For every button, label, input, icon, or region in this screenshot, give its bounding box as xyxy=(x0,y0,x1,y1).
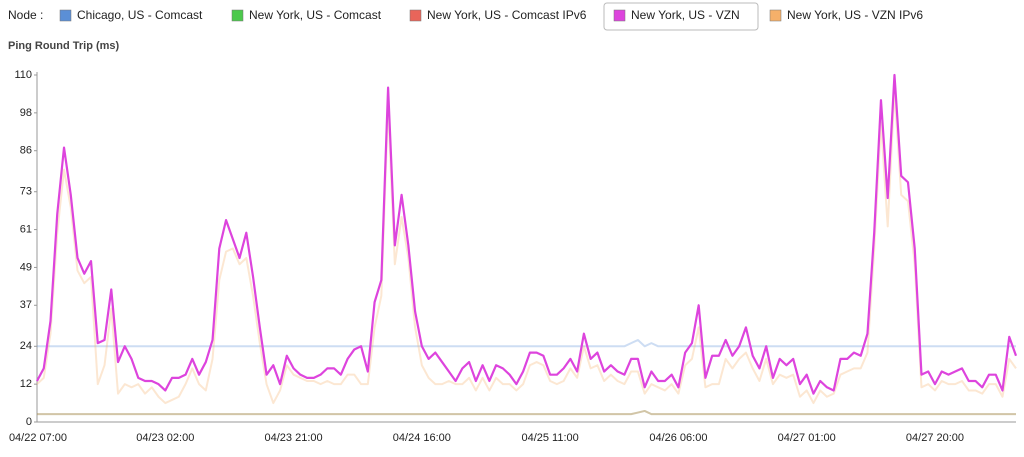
x-tick-label: 04/27 20:00 xyxy=(906,432,964,444)
x-tick-label: 04/23 21:00 xyxy=(265,432,323,444)
legend-swatch xyxy=(409,9,422,22)
chart-title: Ping Round Trip (ms) xyxy=(8,40,120,52)
legend-label: New York, US - VZN IPv6 xyxy=(787,8,923,22)
legend-label: New York, US - Comcast IPv6 xyxy=(427,8,587,22)
x-tick-label: 04/27 01:00 xyxy=(778,432,836,444)
legend-label: New York, US - VZN xyxy=(631,8,740,22)
x-tick-label: 04/22 07:00 xyxy=(9,432,67,444)
y-tick-label: 110 xyxy=(14,69,32,81)
legend-item[interactable]: New York, US - Comcast xyxy=(231,8,382,22)
legend-item[interactable]: New York, US - VZN xyxy=(603,2,759,31)
legend-swatch xyxy=(59,9,72,22)
y-tick-label: 49 xyxy=(20,261,32,273)
x-tick-label: 04/24 16:00 xyxy=(393,432,451,444)
y-tick-label: 61 xyxy=(20,223,32,235)
series-line xyxy=(36,73,1018,395)
x-tick-label: 04/23 02:00 xyxy=(136,432,194,444)
y-tick-label: 0 xyxy=(26,416,32,428)
series-line xyxy=(36,89,1017,405)
y-tick-label: 12 xyxy=(20,378,32,390)
legend-swatch xyxy=(769,9,782,22)
legend-label: New York, US - Comcast xyxy=(249,8,382,22)
x-tick-label: 04/25 11:00 xyxy=(521,432,578,444)
x-tick-label: 04/26 06:00 xyxy=(649,432,707,444)
legend-item[interactable]: Chicago, US - Comcast xyxy=(59,8,203,22)
series-line xyxy=(37,338,1016,348)
legend-selection xyxy=(603,2,759,31)
y-tick-label: 98 xyxy=(20,107,32,119)
legend-swatch xyxy=(613,9,626,22)
legend-title: Node : xyxy=(8,8,43,22)
y-tick-label: 86 xyxy=(20,145,32,157)
y-tick-label: 24 xyxy=(20,340,32,352)
legend-label: Chicago, US - Comcast xyxy=(77,8,203,22)
series-line xyxy=(37,409,1016,416)
legend-swatch xyxy=(231,9,244,22)
y-tick-label: 37 xyxy=(20,299,32,311)
y-tick-label: 73 xyxy=(20,186,32,198)
legend-item[interactable]: New York, US - VZN IPv6 xyxy=(769,8,923,22)
legend-item[interactable]: New York, US - Comcast IPv6 xyxy=(409,8,587,22)
series-line xyxy=(37,409,1016,416)
